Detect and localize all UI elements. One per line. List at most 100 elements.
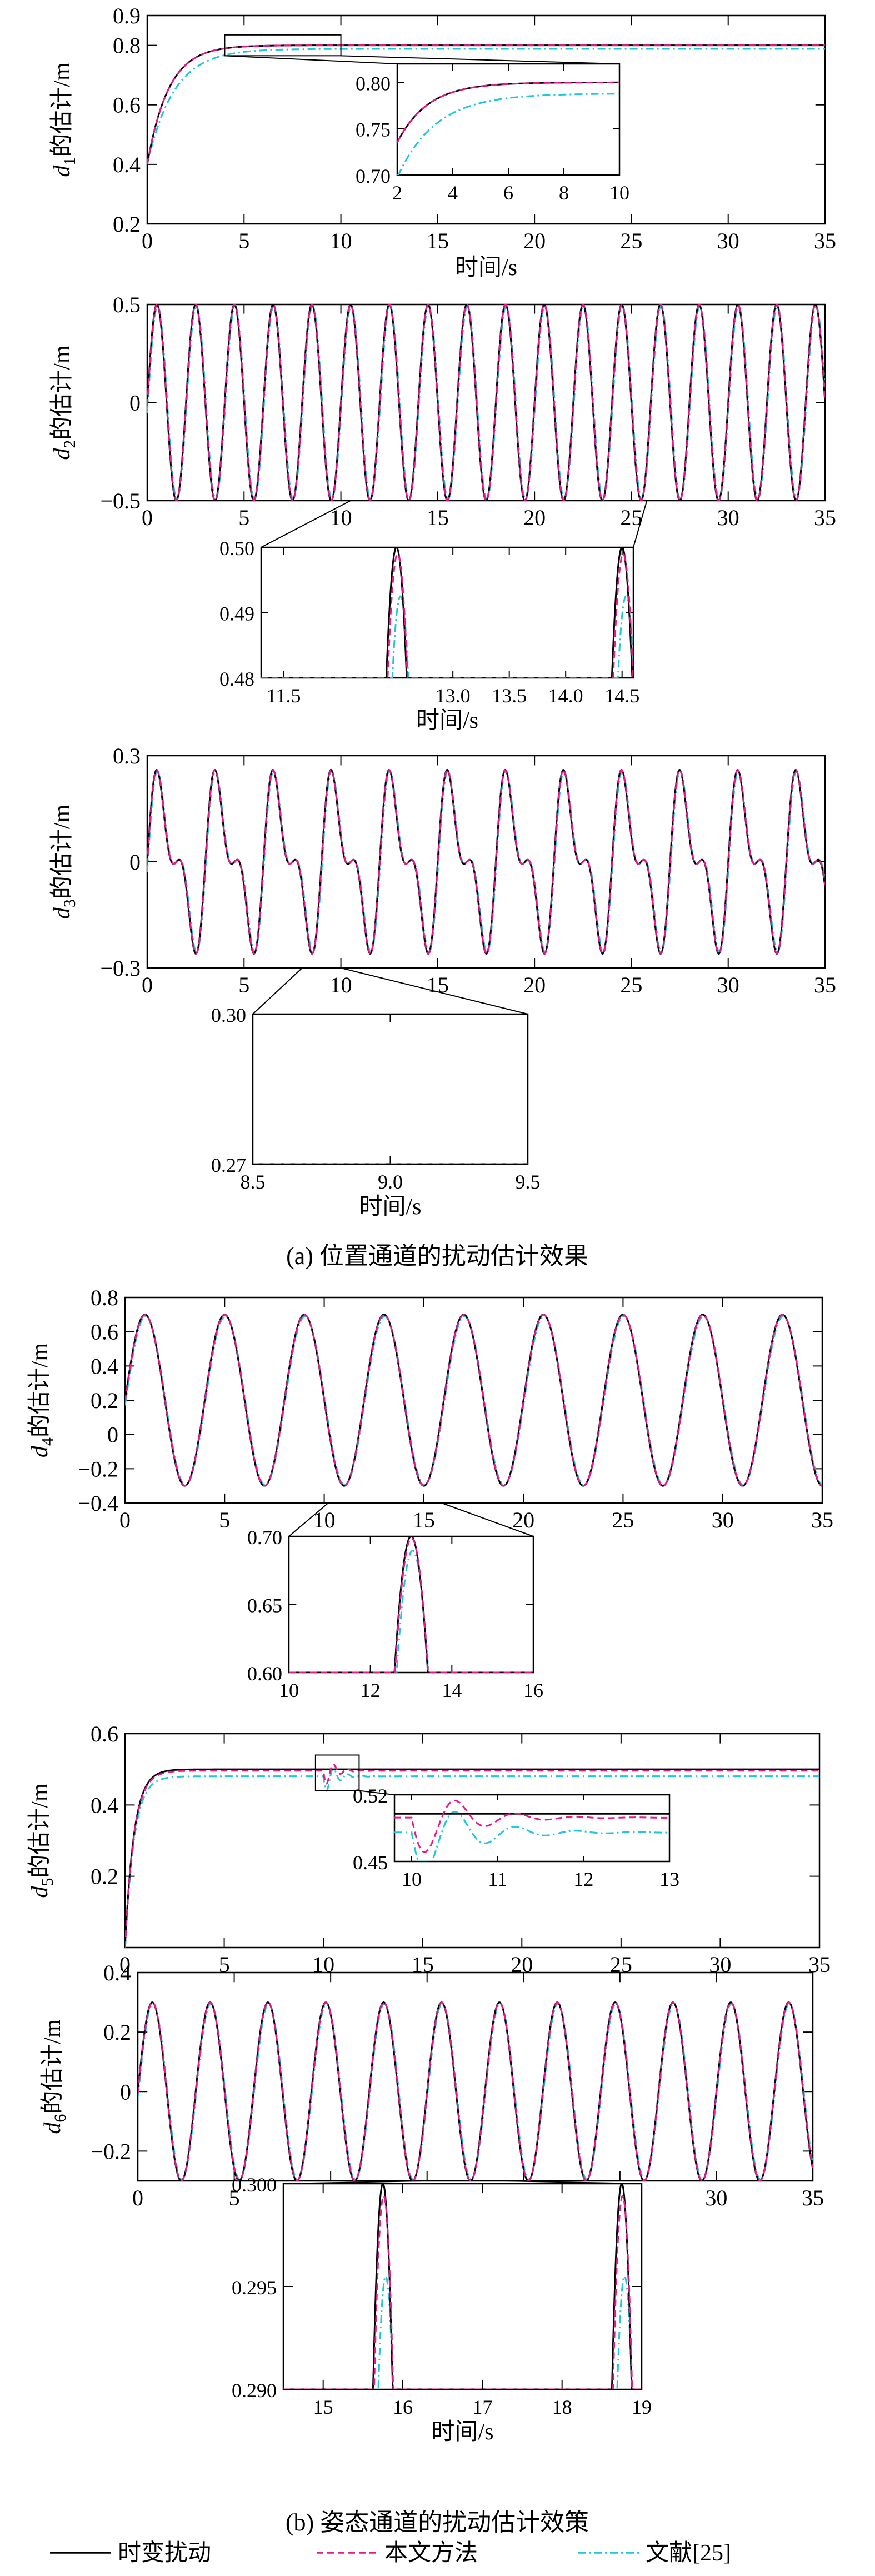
panel-d4-ytick-label: −0.2 — [78, 1456, 118, 1481]
panel-d1-ytick-label: 0.4 — [113, 152, 141, 177]
inset-d3-xtick-label: 9.0 — [378, 1171, 403, 1193]
zoom-insets: 2 4 6 8 10 0.70 0.75 0.80 11.5 13.0 13.5 14.0 14.5 0.… — [211, 55, 679, 2445]
inset-d6-frame — [282, 2183, 643, 2390]
inset-d1-xtick-label: 4 — [448, 182, 458, 204]
panel-d6-ytick-label: 0 — [120, 2079, 131, 2104]
panel-d6-series-proposed — [138, 2001, 813, 2181]
panel-d1-xtick-label: 25 — [620, 228, 642, 253]
panel-d3-xtick-label: 25 — [620, 972, 642, 997]
panel-d5-ytick-label: 0.4 — [91, 1793, 118, 1818]
panel-d3-frame — [146, 755, 826, 969]
panel-d3-xtick-label: 5 — [238, 972, 249, 997]
inset-d6-xtick-label: 17 — [472, 2396, 492, 2418]
panel-d6-xtick-label: 35 — [802, 2185, 824, 2210]
panel-d2-ytick-label: −0.5 — [100, 488, 141, 513]
inset-d5-xtick-label: 13 — [659, 1868, 679, 1890]
inset-d4-xtick-label: 16 — [523, 1679, 543, 1701]
inset-d5-connector — [359, 1790, 395, 1795]
panel-d5-ytick-label: 0.2 — [91, 1864, 118, 1889]
inset-d2-xtick-label: 13.0 — [436, 685, 471, 707]
inset-d1-frame — [396, 63, 621, 176]
caption-a: (a) 位置通道的扰动估计效果 — [286, 1242, 588, 1270]
inset-d5-series-reference — [394, 1811, 669, 1861]
inset-d5-xtick-label: 12 — [573, 1868, 593, 1890]
panel-d5-series-true — [125, 1768, 819, 1948]
panel-d4-xtick-label: 0 — [119, 1507, 131, 1532]
inset-d2-xtick-label: 14.5 — [604, 685, 639, 707]
panel-d6-xtick-label: 30 — [705, 2185, 727, 2210]
inset-d1-connector — [341, 55, 620, 64]
inset-d6-ytick-label: 0.290 — [232, 2379, 277, 2402]
inset-d3-xtick-label: 8.5 — [241, 1171, 266, 1193]
inset-d3-xlabel: 时间/s — [359, 1194, 421, 1220]
inset-d4-connector — [288, 1502, 329, 1537]
inset-d2-xlabel: 时间/s — [416, 708, 478, 733]
inset-d1-xtick-label: 10 — [609, 182, 629, 204]
inset-d4-connector — [441, 1502, 534, 1537]
inset-d1-xtick-label: 6 — [503, 182, 513, 204]
inset-d5-series-proposed — [394, 1799, 669, 1853]
inset-d3: 8.5 9.0 9.5 0.27 0.30 时间/s — [211, 967, 541, 1220]
inset-d1-ytick-label: 0.70 — [356, 165, 391, 187]
panel-d1-ytick-label: 0.9 — [113, 3, 141, 28]
inset-d5-xtick-label: 10 — [402, 1868, 422, 1890]
inset-d2: 11.5 13.0 13.5 14.0 14.5 0.48 0.49 0.50 时间/s — [219, 500, 648, 733]
inset-d2-xtick-label: 11.5 — [267, 685, 301, 707]
panel-d1-xtick-label: 10 — [330, 228, 352, 253]
inset-d3-connector — [252, 967, 303, 1015]
panel-d1-series-proposed — [147, 44, 825, 165]
inset-d1-series-proposed — [397, 81, 619, 143]
inset-d4-ytick-label: 0.70 — [247, 1526, 282, 1549]
panel-d6-ylabel: d6的估计/m — [40, 2019, 69, 2134]
inset-d1-xtick-label: 2 — [392, 182, 402, 204]
inset-d4-xtick-label: 10 — [279, 1679, 299, 1701]
inset-d4-ytick-label: 0.65 — [247, 1595, 282, 1617]
panel-d4-ytick-label: −0.4 — [78, 1491, 118, 1516]
panel-d3-ytick-label: 0.3 — [113, 743, 141, 768]
panel-d3-xtick-label: 35 — [814, 972, 836, 997]
inset-d4: 10 12 14 16 0.60 0.65 0.70 — [247, 1502, 543, 1701]
panel-d3-series-proposed — [147, 769, 825, 955]
panel-d1-xlabel: 时间/s — [455, 255, 517, 281]
panel-d1-ytick-label: 0.8 — [113, 33, 141, 58]
inset-d1: 2 4 6 8 10 0.70 0.75 0.80 — [224, 55, 629, 204]
inset-d2-ytick-label: 0.48 — [219, 668, 254, 690]
inset-d1-ytick-label: 0.80 — [356, 72, 391, 94]
inset-d3-frame — [252, 1013, 529, 1165]
panel-d4-ytick-label: 0.2 — [91, 1388, 118, 1413]
panel-d1-xtick-label: 35 — [814, 228, 836, 253]
panel-d6-ytick-label: −0.2 — [91, 2139, 131, 2164]
panel-d1-zoom-box — [224, 34, 342, 57]
panel-d2-xtick-label: 20 — [523, 505, 546, 530]
inset-d6-xtick-label: 18 — [552, 2396, 572, 2418]
panel-d4-ytick-label: 0.4 — [91, 1354, 118, 1379]
panel-d2-ytick-label: 0.5 — [113, 292, 141, 317]
inset-d5-ytick-label: 0.52 — [353, 1785, 388, 1807]
inset-d6: 15 16 17 18 19 0.290 0.295 0.300 时间/s — [232, 2174, 652, 2445]
panel-d5-xtick-label: 5 — [219, 1952, 230, 1977]
panel-d6-xtick-label: 5 — [229, 2185, 240, 2210]
panel-d5-ytick-label: 0.6 — [91, 1721, 118, 1746]
panel-d1-xtick-label: 20 — [523, 228, 546, 253]
inset-d3-xtick-label: 9.5 — [516, 1171, 541, 1193]
panel-d1-xtick-label: 15 — [427, 228, 449, 253]
inset-d2-connector — [633, 500, 648, 548]
inset-d4-ytick-label: 0.60 — [247, 1663, 282, 1685]
panel-d6-ytick-label: 0.4 — [103, 1960, 131, 1985]
panel-d2-xtick-label: 25 — [620, 505, 642, 530]
panel-d5-ylabel: d5的估计/m — [27, 1783, 57, 1898]
panel-d4-xtick-label: 25 — [612, 1507, 634, 1532]
inset-d2-frame — [260, 546, 634, 679]
inset-d5-ytick-label: 0.45 — [353, 1851, 388, 1874]
panel-d1-ytick-label: 0.6 — [113, 93, 141, 118]
inset-d6-xtick-label: 15 — [313, 2396, 333, 2418]
inset-d4-frame — [288, 1535, 534, 1674]
inset-d1-connector — [224, 55, 398, 64]
panel-d4-xtick-label: 15 — [413, 1507, 435, 1532]
panel-d3-xtick-label: 0 — [142, 972, 153, 997]
inset-d2-ytick-label: 0.50 — [219, 537, 254, 560]
panel-d3-xtick-label: 30 — [717, 972, 739, 997]
